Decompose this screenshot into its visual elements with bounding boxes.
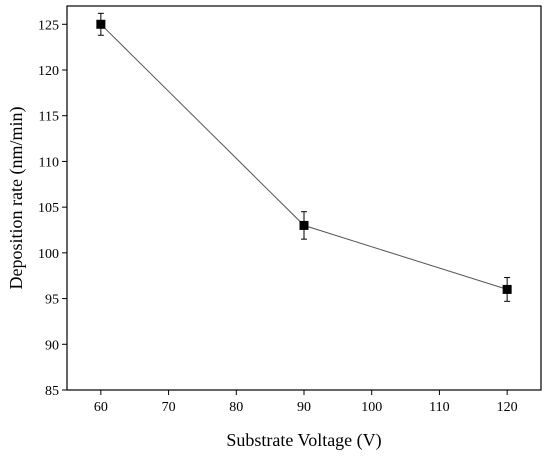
series-layer <box>96 12 512 302</box>
x-tick-label: 100 <box>361 400 382 415</box>
y-tick-label: 100 <box>38 247 59 262</box>
x-tick-label: 60 <box>94 400 108 415</box>
x-tick-label: 120 <box>497 400 518 415</box>
y-tick-label: 85 <box>45 384 59 399</box>
y-axis-ticks: 85 90 95 100 105 110 115 120 125 <box>38 18 67 399</box>
y-axis-title: Deposition rate (nm/min) <box>6 107 27 290</box>
data-point <box>299 220 309 230</box>
x-axis-ticks: 60 70 80 90 100 110 120 <box>94 390 518 415</box>
series-line <box>100 23 508 290</box>
data-point <box>502 284 512 294</box>
x-axis-title: Substrate Voltage (V) <box>226 430 381 451</box>
x-tick-label: 80 <box>229 400 243 415</box>
y-tick-label: 95 <box>45 293 59 308</box>
x-tick-label: 70 <box>162 400 176 415</box>
y-tick-label: 110 <box>39 155 59 170</box>
y-tick-label: 125 <box>38 18 59 33</box>
x-tick-label: 90 <box>297 400 311 415</box>
y-tick-label: 105 <box>38 201 59 216</box>
y-tick-label: 90 <box>45 338 59 353</box>
plot-frame <box>66 5 542 391</box>
data-point <box>96 19 106 29</box>
x-tick-label: 110 <box>429 400 449 415</box>
y-tick-label: 115 <box>39 110 59 125</box>
y-tick-label: 120 <box>38 64 59 79</box>
